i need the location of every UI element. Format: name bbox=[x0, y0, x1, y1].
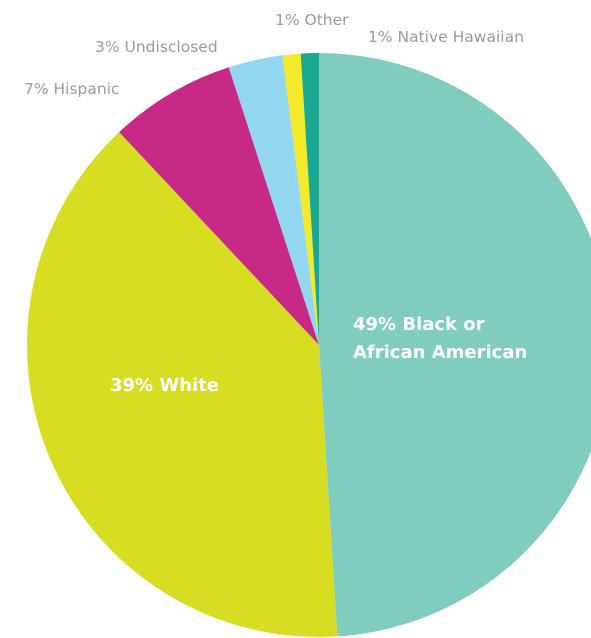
slice-label-undisclosed: 3% Undisclosed bbox=[95, 38, 218, 56]
pie-slice-undisclosed bbox=[228, 55, 319, 346]
slice-label-black-or-african-american: 49% Black or African American bbox=[353, 314, 527, 363]
pie-slice-native-hawaiian bbox=[300, 53, 319, 345]
slice-label-white: 39% White bbox=[110, 375, 219, 396]
pie-slice-other bbox=[282, 53, 319, 345]
slice-label-native-hawaiian: 1% Native Hawaiian bbox=[368, 28, 524, 46]
pie-labels: 49% Black or African American 39% White 7% … bbox=[24, 11, 527, 396]
pie-slice-hispanic bbox=[119, 67, 319, 345]
pie-slices bbox=[26, 53, 591, 637]
slice-label-hispanic: 7% Hispanic bbox=[24, 80, 120, 98]
pie-slice-black-or-african-american bbox=[319, 53, 591, 637]
pie-slice-white bbox=[26, 132, 338, 637]
slice-label-other: 1% Other bbox=[275, 11, 349, 29]
